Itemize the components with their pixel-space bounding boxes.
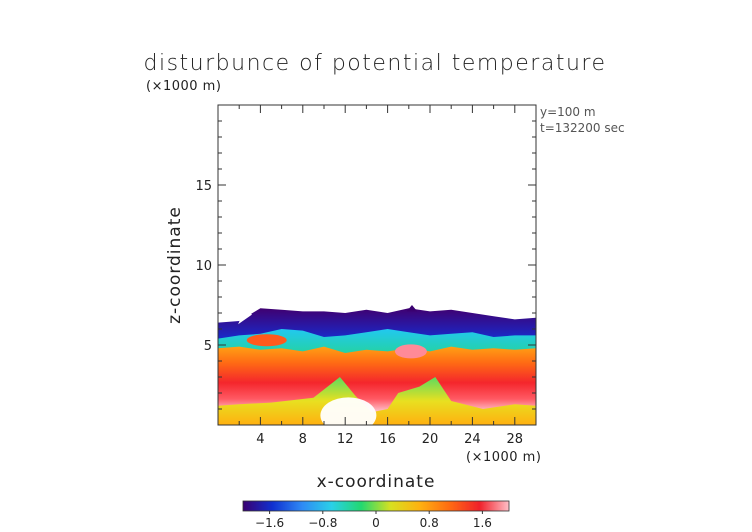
x-tick-label: 20 [422,432,439,447]
z-tick-label: 10 [195,259,212,274]
chart-title: disturbunce of potential temperature [144,51,607,76]
colorbar-tick-label: 0.8 [420,516,439,530]
x-tick-label: 12 [337,432,354,447]
colorbar [242,500,510,512]
colorbar-tick-label: −0.8 [308,516,337,530]
field-positive-anomaly-layer [218,346,536,413]
field-shading [218,305,536,425]
z-tick-label: 15 [195,179,212,194]
colorbar-ticks: −1.6 −0.8 0 0.8 1.6 [255,511,492,530]
colorbar-tick-label: 0 [372,516,380,530]
x-tick-label: 16 [379,432,396,447]
x-tick-label: 4 [256,432,264,447]
x-axis-ticks: 4 8 12 16 20 24 28 [238,105,524,447]
colorbar-tick-label: −1.6 [255,516,284,530]
field-cold-intrusion [406,305,418,312]
x-axis-title: x-coordinate [317,472,436,492]
z-unit-label: (×1000 m) [146,79,221,94]
field-local-maximum [394,344,427,359]
z-tick-label: 5 [204,339,212,354]
field-warm-patch [246,334,287,347]
x-tick-label: 8 [299,432,307,447]
colorbar-tick-label: 1.6 [473,516,492,530]
x-tick-label: 28 [507,432,524,447]
field-local-maximum [320,397,377,425]
z-axis-ticks: 5 10 15 [195,120,536,410]
field-cold-intrusion [238,306,252,325]
x-tick-label: 24 [464,432,481,447]
x-unit-label: (×1000 m) [466,450,541,465]
z-axis-title: z-coordinate [165,206,185,324]
info-y-location: y=100 m [540,105,596,119]
info-time: t=132200 sec [540,121,625,135]
